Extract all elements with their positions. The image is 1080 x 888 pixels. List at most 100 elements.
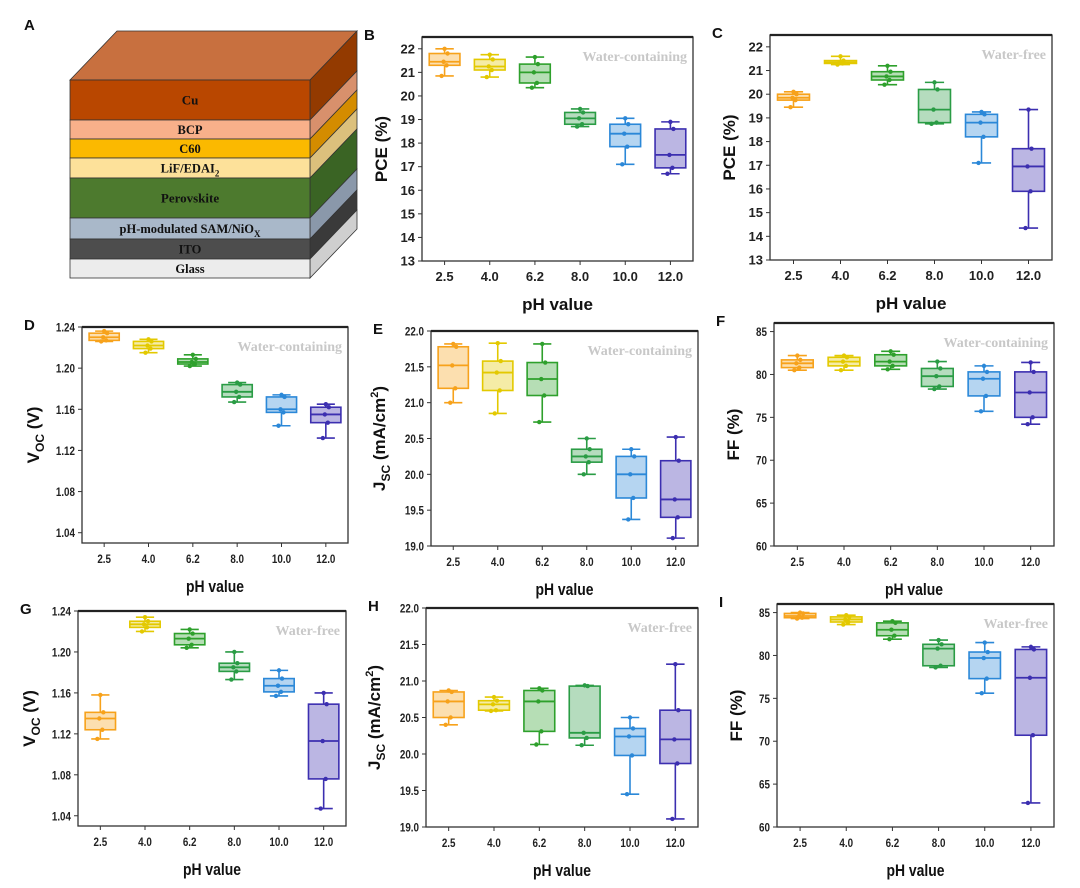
box-6.2 (526, 341, 559, 425)
data-point (794, 92, 799, 97)
y-label-text: (V) (20, 690, 39, 717)
data-point (665, 171, 670, 176)
x-tick-label: 6.2 (186, 553, 200, 566)
box-8.0 (920, 359, 955, 392)
box-6.2 (523, 686, 556, 747)
data-point (840, 359, 846, 364)
y-label-text: FF (%) (724, 409, 743, 461)
y-label-text: (mA/cm (370, 398, 389, 465)
data-point (101, 328, 107, 334)
y-tick-label: 13 (749, 253, 763, 268)
layer-front-face (69, 258, 311, 279)
data-point (841, 58, 846, 63)
data-point (231, 665, 236, 670)
data-point (100, 727, 105, 732)
data-point (838, 54, 843, 59)
data-point (675, 761, 680, 766)
plot-frame (77, 610, 347, 827)
x-tick-label: 4.0 (481, 269, 499, 284)
data-point (673, 434, 678, 440)
data-point (532, 54, 538, 60)
data-point (446, 688, 451, 693)
y-tick-label: 15 (749, 205, 763, 220)
panel-label-e: E (373, 321, 383, 338)
x-tick-label: 8.0 (930, 556, 944, 569)
box-8.0 (221, 380, 254, 405)
y-label-text: V (20, 735, 39, 747)
device-stack-diagram: A Cu BCP C60 LiF/EDAI2 Perovskite pH-modulated… (24, 17, 358, 279)
y-label-text: J (370, 482, 389, 491)
data-point (579, 122, 585, 127)
condition-label: Water-free (627, 621, 692, 636)
data-point (448, 715, 453, 720)
x-tick-label: 8.0 (578, 837, 592, 850)
y-tick-label: 21.0 (400, 676, 419, 689)
data-point (1030, 733, 1036, 738)
data-point (443, 722, 448, 727)
data-point (937, 384, 942, 389)
y-tick-label: 19.0 (405, 541, 424, 554)
data-point (932, 386, 937, 392)
data-point (143, 350, 148, 355)
box-8.0 (563, 106, 597, 129)
box-iqr (659, 709, 692, 765)
layer-label: pH-modulated SAM/NiOX (120, 222, 261, 239)
y-tick-label: 20.0 (400, 749, 419, 762)
data-point (1027, 390, 1032, 395)
data-point (626, 517, 631, 522)
layer-glass: Glass (69, 209, 358, 279)
y-tick-label: 1.16 (52, 688, 71, 701)
data-point (445, 51, 450, 56)
data-point (623, 116, 628, 121)
y-axis-label: PCE (%) (372, 116, 391, 182)
data-point (276, 668, 282, 673)
layer-label: BCP (178, 123, 203, 137)
box-iqr (481, 360, 514, 392)
data-point (670, 535, 675, 541)
data-point (582, 683, 587, 688)
y-label-text: PCE (%) (720, 114, 739, 180)
x-tick-label: 6.2 (878, 268, 896, 283)
data-point (193, 356, 199, 362)
data-point (233, 389, 239, 394)
y-tick-label: 22.0 (400, 603, 419, 616)
layer-label-text: pH-modulated SAM/NiO (120, 222, 255, 236)
box-4.0 (829, 612, 863, 627)
data-point (676, 458, 681, 463)
data-point (1028, 189, 1033, 194)
data-point (537, 419, 542, 425)
data-point (536, 699, 541, 704)
x-tick-label: 12.0 (1016, 268, 1041, 283)
y-tick-label: 75 (756, 412, 767, 425)
layer-label: C60 (179, 142, 201, 156)
data-point (882, 82, 887, 87)
data-point (189, 359, 195, 365)
panel-label-g: G (20, 601, 32, 618)
data-point (888, 69, 893, 74)
data-point (791, 89, 796, 95)
data-point (146, 337, 151, 342)
x-tick-label: 4.0 (487, 837, 501, 850)
y-tick-label: 20.5 (400, 712, 419, 725)
data-point (890, 618, 895, 624)
data-point (667, 152, 672, 158)
data-point (796, 613, 802, 619)
data-point (492, 411, 497, 416)
data-point (985, 649, 990, 655)
data-point (231, 399, 237, 405)
data-point (142, 614, 148, 620)
data-point (145, 619, 151, 624)
data-point (584, 735, 589, 741)
data-point (1030, 415, 1035, 420)
condition-label: Water-containing (944, 336, 1048, 351)
data-point (95, 736, 100, 742)
data-point (892, 633, 897, 638)
x-tick-label: 4.0 (839, 837, 853, 850)
data-point (978, 120, 983, 125)
box-iqr (568, 685, 601, 739)
data-point (320, 435, 326, 441)
y-tick-label: 22 (749, 39, 763, 54)
data-point (579, 743, 584, 748)
data-point (581, 472, 586, 477)
